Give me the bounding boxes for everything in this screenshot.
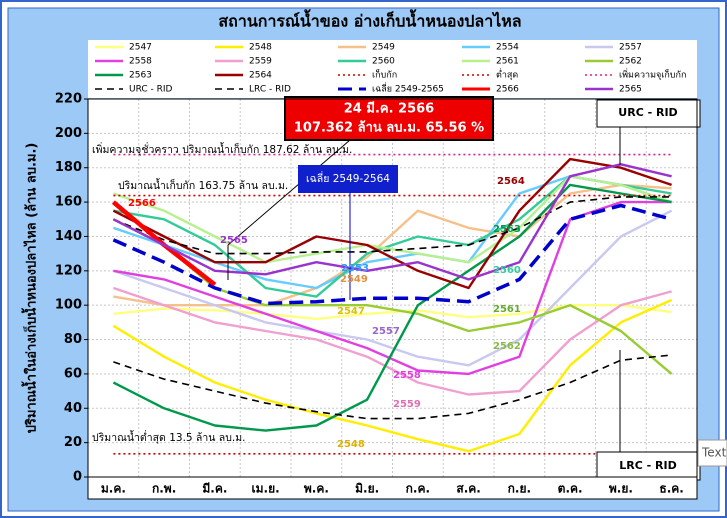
legend-label: 2561 <box>496 57 519 67</box>
y-tick-label: 0 <box>73 470 82 485</box>
x-tick-label: ก.ย. <box>508 482 531 496</box>
x-tick-label: ส.ค. <box>456 482 480 496</box>
annotation: เฉลี่ย 2549-2564 <box>306 171 390 185</box>
x-axis-band <box>87 476 698 500</box>
x-tick-label: ก.พ. <box>152 482 176 496</box>
y-tick-label: 60 <box>64 366 82 381</box>
series-lines <box>111 153 673 455</box>
series-label: 2562 <box>493 341 521 352</box>
annotation-box <box>298 165 398 193</box>
annotation: ปริมาณน้ำต่ำสุด 13.5 ล้าน ลบ.ม. <box>92 430 245 444</box>
annotation: ปริมาณน้ำเก็บกัก 163.75 ล้าน ลบ.ม. <box>118 178 288 192</box>
series-line <box>112 203 673 306</box>
series-label: 2560 <box>493 265 521 276</box>
annotation-box <box>284 96 494 141</box>
annotation: เพิ่มความจุชั่วคราว ปริมาณน้ำเก็บกัก 187… <box>92 142 352 156</box>
x-tick-label: ต.ค. <box>558 482 583 496</box>
legend-label: 2554 <box>496 43 519 53</box>
y-tick-label: 100 <box>55 298 82 313</box>
annotation: 2553 <box>341 263 369 274</box>
series-label: 2563 <box>493 224 521 235</box>
annotation: URC - RID <box>618 106 677 119</box>
series-label: 2559 <box>393 399 421 410</box>
y-tick-label: 140 <box>55 229 82 244</box>
series-label: 2557 <box>372 326 400 337</box>
x-tick-label: ก.ค. <box>406 482 430 496</box>
annotation: LRC - RID <box>619 459 676 472</box>
x-tick-label: มิ.ย. <box>355 482 379 496</box>
series-line <box>112 163 672 281</box>
legend-label: เพิ่มความจุเก็บกัก <box>619 68 686 81</box>
series-label: 2561 <box>493 304 521 315</box>
y-axis-label: ปริมาณน้ำในอ่างเก็บน้ำหนองปลาไหล (ล้าน ล… <box>21 143 40 434</box>
legend-label: 2547 <box>129 43 152 53</box>
series-line <box>113 354 672 420</box>
series-line <box>113 304 672 321</box>
legend-label: 2566 <box>496 85 519 95</box>
legend-label: เก็บกัก <box>372 68 397 81</box>
y-tick-label: 220 <box>55 92 82 107</box>
series-label: 2547 <box>337 306 365 317</box>
annotation-box <box>697 439 727 467</box>
y-tick-label: 160 <box>55 195 82 210</box>
x-tick-label: ม.ค. <box>101 482 126 496</box>
legend-label: 2565 <box>619 85 642 95</box>
chart-title: สถานการณ์น้ำของ อ่างเก็บน้ำหนองปลาไหล <box>218 9 521 31</box>
y-tick-label: 120 <box>55 263 82 278</box>
y-tick-label: 200 <box>55 126 82 141</box>
series-label: 2549 <box>340 274 368 285</box>
series-line <box>112 157 672 290</box>
y-tick-label: 80 <box>64 332 82 347</box>
y-tick-label: 20 <box>64 435 82 450</box>
annotation-box <box>596 99 701 128</box>
series-label: 2548 <box>337 439 365 450</box>
legend-label: URC - RID <box>129 85 173 95</box>
legend-label: 2558 <box>129 57 152 67</box>
legend-label: 2564 <box>249 71 272 81</box>
annotation: 24 มี.ค. 2566 <box>344 101 434 117</box>
series-label: 2565 <box>220 235 248 246</box>
y-tick-label: 40 <box>64 401 82 416</box>
legend-label: 2560 <box>372 57 395 67</box>
overlay: 2547 2548 2549 2557 2558 2559 2560 2561 2562 2563… <box>92 96 727 481</box>
legend-label: 2563 <box>129 71 152 81</box>
series-line <box>112 298 673 453</box>
x-tick-label: เม.ย. <box>252 482 280 496</box>
series-line <box>113 196 672 255</box>
series-line <box>113 183 672 307</box>
y-tick-label: 180 <box>55 160 82 175</box>
x-tick-label: พ.ค. <box>304 482 329 496</box>
series-line <box>113 286 672 396</box>
series-label: 2566 <box>128 198 156 209</box>
series-label: 2564 <box>497 176 525 187</box>
series-line <box>112 183 672 432</box>
legend-label: เฉลี่ย 2549-2565 <box>372 82 444 95</box>
legend-label: 2559 <box>249 57 272 67</box>
legend-label: ต่ำสุด <box>496 68 518 81</box>
legend-label: 2562 <box>619 57 642 67</box>
legend-label: LRC - RID <box>249 85 291 95</box>
legend-label: 2548 <box>249 43 272 53</box>
series-line <box>113 209 673 367</box>
annotation: 107.362 ล้าน ลบ.ม. 65.56 % <box>294 120 484 136</box>
series-label: 2558 <box>393 370 421 381</box>
x-tick-label: ธ.ค. <box>659 482 683 496</box>
x-tick-label: พ.ย. <box>609 482 633 496</box>
series-line <box>113 175 672 264</box>
callout-line <box>227 139 351 246</box>
legend-label: 2557 <box>619 43 642 53</box>
x-tick-label: มี.ค. <box>202 482 227 496</box>
legend-label: 2549 <box>372 43 395 53</box>
annotation: Text <box>701 446 727 460</box>
